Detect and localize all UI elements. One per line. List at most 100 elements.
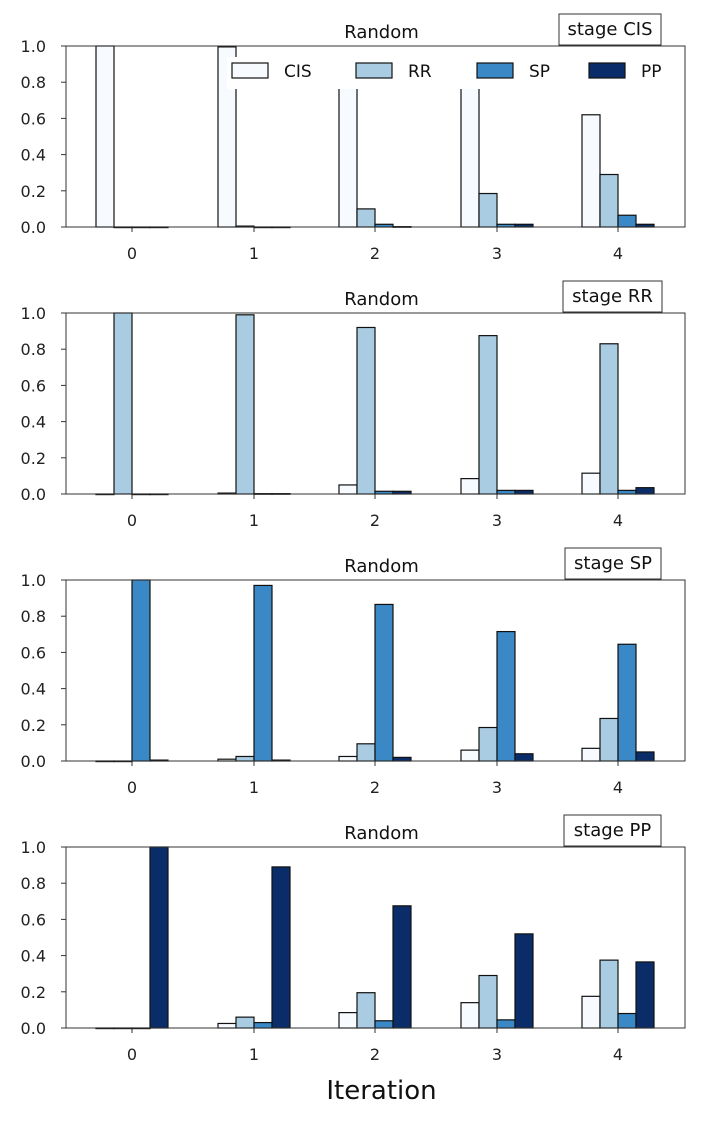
bar-sp-iter-2: [374, 603, 394, 762]
stage-label: stage RR: [572, 286, 653, 307]
bar-sp-iter-4: [617, 489, 637, 495]
x-tick-label: 0: [127, 778, 137, 797]
bar-rr-iter-3: [478, 974, 498, 1029]
y-tick-label: 0.4: [21, 947, 46, 966]
bar-pp-iter-4: [635, 751, 655, 762]
panel-title: Random: [344, 289, 419, 310]
bar-sp-iter-3: [496, 489, 516, 495]
stage-label: stage CIS: [568, 19, 653, 40]
bar-rr-iter-4: [599, 959, 619, 1029]
bar-sp-iter-0: [131, 579, 151, 762]
bar-rr-iter-2: [356, 992, 376, 1029]
x-tick-label: 0: [127, 244, 137, 263]
stage-label-box: stage RR: [562, 280, 663, 313]
bar-rr-iter-4: [599, 343, 619, 495]
bar-cis-iter-3: [460, 749, 480, 762]
bar-rr-iter-3: [478, 192, 498, 228]
bar-rr-iter-2: [356, 208, 376, 228]
y-tick-label: 0.2: [21, 716, 46, 735]
legend-swatch-sp: [476, 62, 514, 79]
legend-swatch-rr: [355, 62, 393, 79]
legend-label-cis: CIS: [284, 62, 312, 82]
y-tick-label: 0.4: [21, 680, 46, 699]
bar-rr-iter-1: [235, 755, 255, 762]
panel-stage-pp: Random stage PP 0.0 0.2 0.4 0.6 0.8 1.0 0 1 2 3 4…: [21, 814, 686, 1106]
bar-pp-iter-1: [271, 866, 291, 1029]
bar-cis-iter-0: [95, 45, 115, 228]
x-tick-label: 1: [249, 778, 259, 797]
bar-pp-iter-3: [514, 933, 534, 1029]
stage-label-box: stage SP: [564, 547, 662, 580]
legend: CIS RR SP PP: [227, 57, 671, 89]
bar-sp-iter-4: [617, 1012, 637, 1029]
stage-label-box: stage PP: [563, 814, 662, 847]
bar-rr-iter-1: [235, 1016, 255, 1029]
x-tick-label: 3: [492, 778, 502, 797]
y-tick-label: 0.0: [21, 218, 46, 237]
y-tick-label: 0.0: [21, 485, 46, 504]
y-tick-label: 0.8: [21, 340, 46, 359]
y-tick-label: 0.0: [21, 752, 46, 771]
y-tick-label: 0.2: [21, 182, 46, 201]
bar-cis-iter-3: [460, 83, 480, 228]
x-tick-label: 2: [370, 244, 380, 263]
x-tick-label: 3: [492, 511, 502, 530]
y-tick-label: 0.4: [21, 413, 46, 432]
plot-frame: [65, 45, 686, 228]
bar-cis-iter-1: [217, 1022, 237, 1029]
x-tick-label: 4: [613, 778, 623, 797]
bar-rr-iter-0: [113, 312, 133, 495]
bar-rr-iter-2: [356, 326, 376, 495]
bar-pp-iter-3: [514, 753, 534, 762]
y-tick-label: 0.8: [21, 607, 46, 626]
bar-cis-iter-2: [338, 755, 358, 762]
stage-label-box: stage CIS: [558, 13, 662, 46]
bar-sp-iter-3: [496, 1019, 516, 1029]
x-tick-label: 3: [492, 244, 502, 263]
bar-rr-iter-3: [478, 335, 498, 495]
y-tick-label: 0.0: [21, 1019, 46, 1038]
y-tick-label: 1.0: [21, 37, 46, 56]
bar-cis-iter-3: [460, 1002, 480, 1029]
x-tick-label: 3: [492, 1045, 502, 1064]
x-axis-label: Iteration: [326, 1076, 436, 1106]
bar-cis-iter-4: [581, 472, 601, 495]
bar-sp-iter-2: [374, 1020, 394, 1029]
panel-title: Random: [344, 22, 419, 43]
panel-stage-cis: Random stage CIS 0.0 0.2 0.4 0.6 0.8 1.0 0 1 2 3…: [21, 13, 686, 263]
plot-frame: [65, 579, 686, 762]
legend-label-pp: PP: [641, 62, 662, 82]
panel-stage-rr: Random stage RR 0.0 0.2 0.4 0.6 0.8 1.0 0 1 2 3 4: [21, 280, 686, 530]
y-tick-label: 0.6: [21, 643, 46, 662]
plot-frame: [65, 846, 686, 1029]
bar-cis-iter-4: [581, 114, 601, 228]
bar-cis-iter-2: [338, 484, 358, 495]
bar-sp-iter-3: [496, 630, 516, 762]
y-tick-label: 0.6: [21, 109, 46, 128]
bar-sp-iter-4: [617, 214, 637, 228]
bar-pp-iter-3: [514, 489, 534, 495]
bar-sp-iter-4: [617, 643, 637, 762]
panel-title: Random: [344, 823, 419, 844]
x-tick-label: 0: [127, 1045, 137, 1064]
stage-label: stage SP: [574, 553, 652, 574]
bar-pp-iter-4: [635, 487, 655, 495]
y-tick-label: 0.2: [21, 449, 46, 468]
bar-rr-iter-3: [478, 726, 498, 762]
bar-pp-iter-2: [392, 756, 412, 762]
panel-title: Random: [344, 556, 419, 577]
bar-pp-iter-0: [149, 846, 169, 1029]
bar-sp-iter-1: [253, 1021, 273, 1029]
panel-stage-sp: Random stage SP 0.0 0.2 0.4 0.6 0.8 1.0 0 1 2 3 4: [21, 547, 686, 797]
bar-rr-iter-4: [599, 717, 619, 762]
x-tick-label: 2: [370, 1045, 380, 1064]
bar-rr-iter-1: [235, 314, 255, 495]
bar-cis-iter-4: [581, 747, 601, 762]
y-tick-label: 1.0: [21, 304, 46, 323]
stage-label: stage PP: [574, 820, 652, 841]
y-tick-label: 0.2: [21, 983, 46, 1002]
bar-sp-iter-1: [253, 584, 273, 762]
plot-frame: [65, 312, 686, 495]
y-tick-label: 1.0: [21, 838, 46, 857]
